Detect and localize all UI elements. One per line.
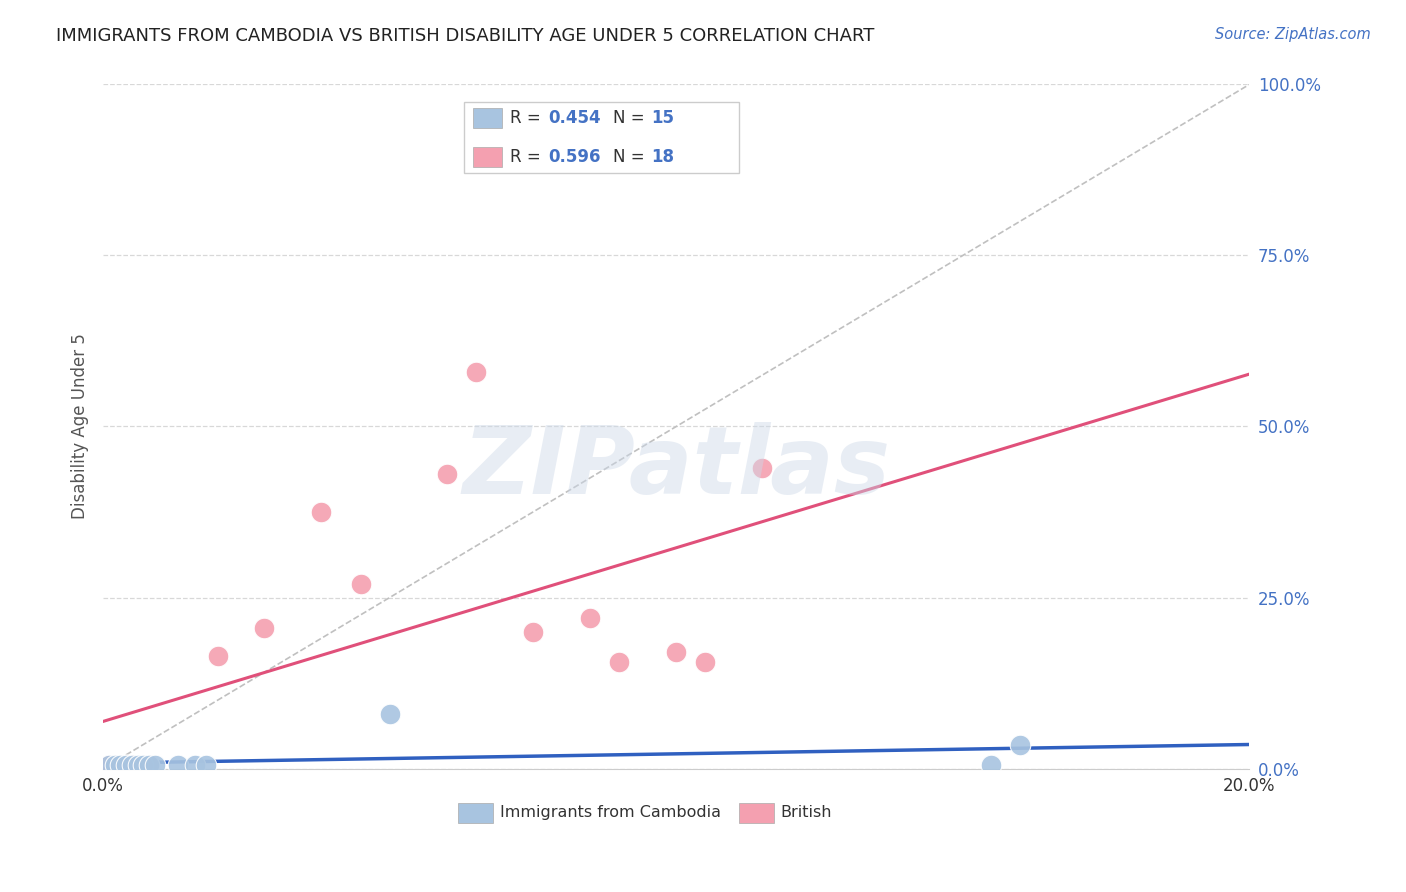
Text: N =: N =: [613, 148, 650, 166]
Point: [143, 758, 166, 772]
Point: [693, 656, 716, 670]
FancyBboxPatch shape: [458, 803, 494, 823]
Point: [127, 758, 149, 772]
Point: [184, 758, 207, 772]
Text: 18: 18: [651, 148, 673, 166]
Text: Immigrants from Cambodia: Immigrants from Cambodia: [499, 805, 721, 821]
Point: [166, 758, 188, 772]
Text: N =: N =: [613, 109, 650, 127]
Point: [207, 648, 229, 663]
FancyBboxPatch shape: [740, 803, 773, 823]
Point: [751, 460, 773, 475]
Point: [1010, 738, 1032, 752]
Y-axis label: Disability Age Under 5: Disability Age Under 5: [72, 334, 89, 519]
FancyBboxPatch shape: [474, 108, 502, 128]
Point: [121, 758, 143, 772]
Point: [115, 758, 138, 772]
Point: [665, 645, 688, 659]
Point: [309, 505, 332, 519]
Point: [132, 758, 155, 772]
Point: [97, 758, 120, 772]
Text: R =: R =: [510, 109, 546, 127]
Point: [138, 758, 160, 772]
FancyBboxPatch shape: [474, 147, 502, 167]
Text: 0.596: 0.596: [548, 148, 600, 166]
Point: [138, 758, 160, 772]
Text: 15: 15: [651, 109, 673, 127]
Text: 0.454: 0.454: [548, 109, 600, 127]
Point: [252, 621, 274, 635]
Point: [350, 577, 373, 591]
Text: ZIPatlas: ZIPatlas: [463, 422, 890, 514]
Point: [378, 706, 401, 721]
Text: IMMIGRANTS FROM CAMBODIA VS BRITISH DISABILITY AGE UNDER 5 CORRELATION CHART: IMMIGRANTS FROM CAMBODIA VS BRITISH DISA…: [56, 27, 875, 45]
Point: [110, 758, 132, 772]
Point: [464, 365, 486, 379]
Text: R =: R =: [510, 148, 546, 166]
Point: [104, 758, 127, 772]
Text: Source: ZipAtlas.com: Source: ZipAtlas.com: [1215, 27, 1371, 42]
Point: [104, 758, 127, 772]
Point: [522, 624, 544, 639]
Point: [115, 758, 138, 772]
FancyBboxPatch shape: [464, 102, 740, 173]
Point: [607, 656, 630, 670]
Point: [436, 467, 458, 482]
Point: [97, 758, 120, 772]
Point: [579, 611, 602, 625]
Point: [110, 758, 132, 772]
Point: [195, 758, 218, 772]
Point: [121, 758, 143, 772]
Text: British: British: [780, 805, 832, 821]
Point: [980, 758, 1002, 772]
